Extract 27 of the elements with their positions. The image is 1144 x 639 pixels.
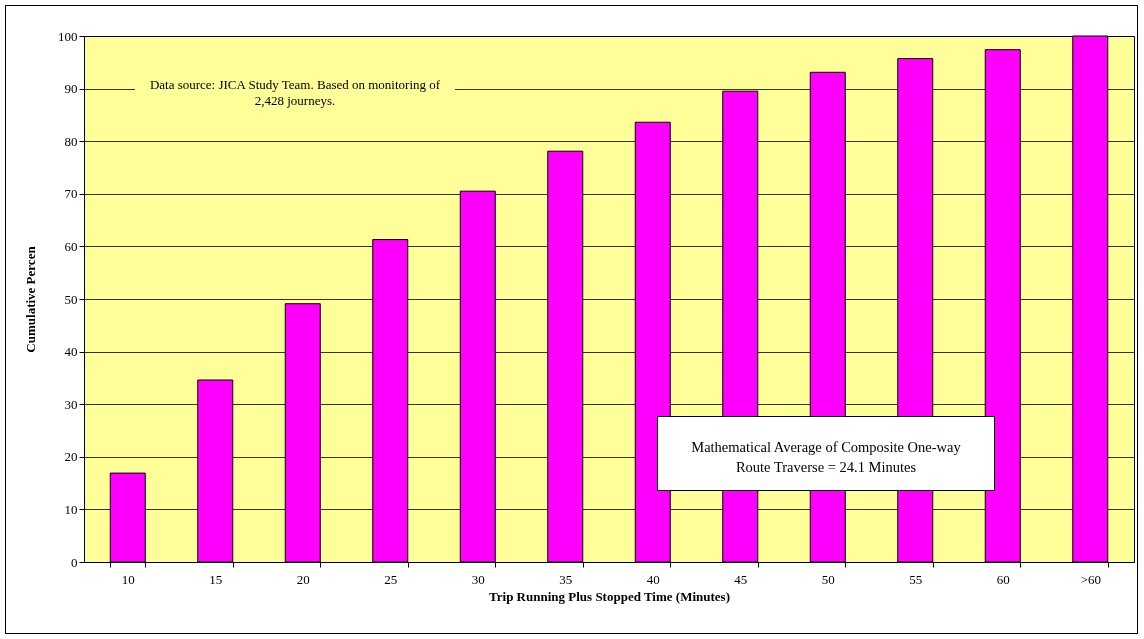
y-tick-label: 40 <box>64 344 78 360</box>
y-tick-label: 60 <box>64 238 78 254</box>
y-tick-label: 100 <box>58 28 78 44</box>
y-tick-label: 80 <box>64 133 78 149</box>
x-tick-label: 50 <box>821 571 835 587</box>
y-tick-label: 10 <box>64 501 78 517</box>
y-tick-label: 70 <box>64 186 78 202</box>
y-tick-label: 20 <box>64 449 78 465</box>
x-tick-label: 55 <box>909 571 923 587</box>
x-tick-label: 40 <box>646 571 660 587</box>
x-tick-label: 45 <box>734 571 748 587</box>
x-tick-label: 25 <box>384 571 398 587</box>
x-tick-label: 15 <box>209 571 223 587</box>
x-tick-label: 30 <box>471 571 485 587</box>
x-axis-title: Trip Running Plus Stopped Time (Minutes) <box>489 588 730 604</box>
x-tick-label: 20 <box>296 571 310 587</box>
annotation: Data source: JICA Study Team. Based on monitoring of 2,428 journeys. <box>135 77 455 109</box>
y-tick-label: 0 <box>71 554 78 570</box>
x-tick-label: 60 <box>996 571 1010 587</box>
y-tick-label: 30 <box>64 396 78 412</box>
x-tick-label: 35 <box>559 571 573 587</box>
text-box: Mathematical Average of Composite One-way Route Traverse = 24.1 Minutes <box>657 416 995 491</box>
x-tick-label: >60 <box>1080 571 1101 587</box>
x-tick-label: 10 <box>121 571 135 587</box>
y-tick-label: 50 <box>64 291 78 307</box>
y-axis-title: Cumulative Percen <box>23 245 38 353</box>
y-tick-label: 90 <box>64 81 78 97</box>
